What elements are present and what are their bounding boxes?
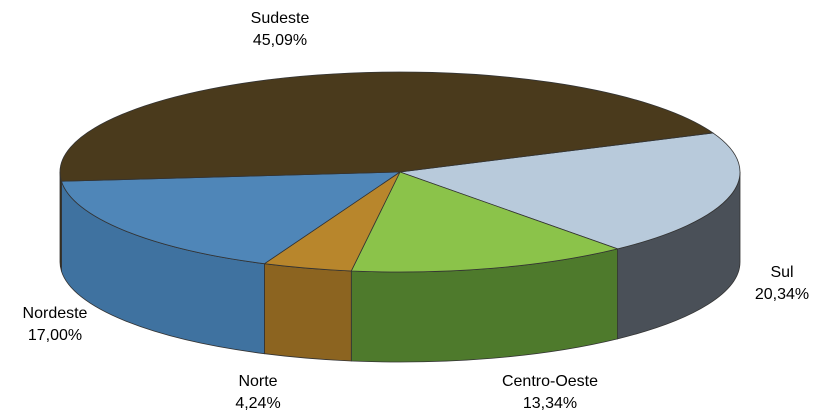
slice-label: Sudeste (251, 10, 310, 27)
slice-value: 20,34% (755, 286, 809, 303)
slice-value: 13,34% (523, 395, 577, 412)
slice (60, 171, 402, 265)
slice-label: Nordeste (23, 305, 88, 322)
slice-value: 4,24% (235, 395, 280, 412)
slice-value: 45,09% (253, 32, 307, 49)
slice (350, 171, 619, 273)
slice-side (59, 171, 62, 272)
slice-value: 17,00% (28, 327, 82, 344)
slice-label: Norte (238, 373, 277, 390)
slice-label: Centro-Oeste (502, 373, 598, 390)
slice (399, 132, 741, 250)
slice (59, 71, 715, 182)
slice-label: Sul (770, 264, 793, 281)
slice-side (264, 263, 352, 362)
